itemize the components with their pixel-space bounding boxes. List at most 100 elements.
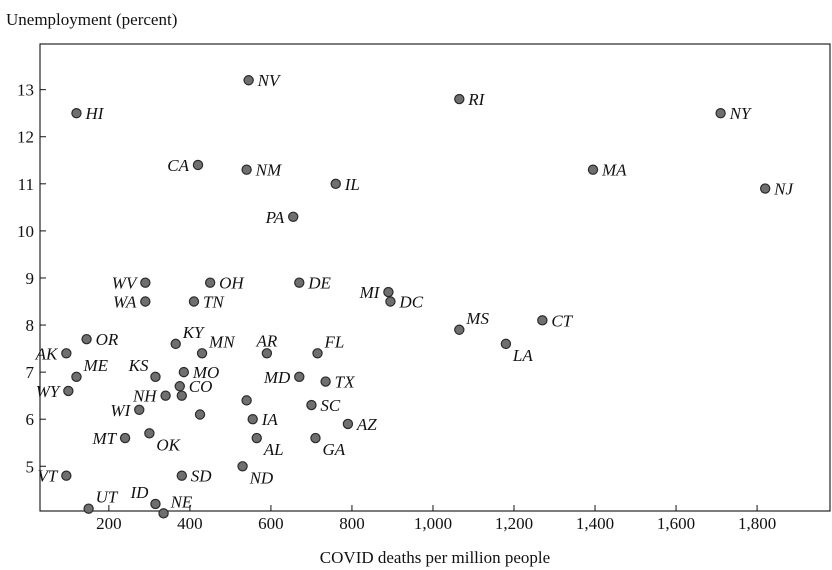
point-label: AL [263, 440, 284, 459]
data-point [170, 338, 181, 350]
data-point [61, 470, 72, 481]
point-label: IA [261, 410, 279, 429]
data-point [241, 395, 252, 406]
point-label: OK [156, 435, 181, 454]
data-point [144, 428, 155, 439]
x-tick-label: 1,200 [495, 514, 533, 533]
data-point [140, 296, 151, 307]
point-label: NY [729, 104, 752, 123]
data-point [288, 211, 299, 222]
point-label: AK [35, 344, 59, 363]
point-label: LA [512, 346, 533, 365]
y-tick-label: 10 [17, 222, 34, 241]
y-tick-label: 9 [26, 269, 35, 288]
y-tick-label: 5 [26, 457, 35, 476]
data-point [150, 371, 161, 383]
data-point [261, 348, 273, 359]
data-point [188, 296, 200, 307]
point-label: MA [601, 161, 627, 180]
point-label: CO [189, 377, 213, 396]
point-label: MI [359, 283, 381, 302]
x-tick-label: 1,000 [414, 514, 452, 533]
point-label: KY [182, 323, 205, 342]
data-point [320, 376, 331, 387]
point-label: DC [398, 293, 423, 312]
data-point [310, 432, 321, 444]
point-label: NE [170, 492, 193, 511]
data-point [330, 178, 341, 190]
point-label: AR [255, 331, 277, 350]
data-point [176, 390, 187, 401]
data-point [196, 348, 208, 359]
data-point [537, 315, 548, 326]
data-point [158, 508, 169, 519]
data-point [243, 75, 254, 86]
y-tick-label: 12 [17, 128, 34, 147]
point-label: CA [167, 156, 189, 175]
point-label: DE [307, 274, 331, 293]
point-label: PA [265, 208, 285, 227]
data-point [174, 381, 185, 392]
data-point [294, 277, 305, 288]
y-tick-label: 8 [26, 316, 35, 335]
data-point [63, 385, 74, 397]
point-label: HI [84, 104, 104, 123]
point-label: VT [37, 467, 58, 486]
point-label: NH [132, 387, 158, 406]
point-label: WY [36, 382, 61, 401]
data-point [500, 338, 512, 350]
x-tick-label: 800 [339, 514, 365, 533]
data-point [160, 390, 171, 401]
data-point [454, 324, 465, 335]
point-label: OH [219, 274, 245, 293]
y-tick-label: 6 [26, 410, 35, 429]
x-tick-label: 1,400 [576, 514, 614, 533]
point-label: ME [82, 356, 108, 375]
data-point [715, 108, 726, 119]
point-label: UT [96, 488, 119, 507]
y-tick-label: 7 [26, 363, 35, 382]
data-point [71, 108, 82, 119]
x-tick-label: 1,800 [738, 514, 776, 533]
data-point [306, 399, 317, 411]
data-point [241, 164, 252, 175]
data-point [251, 432, 262, 444]
x-tick-label: 1,600 [657, 514, 695, 533]
data-point [71, 371, 82, 383]
data-point [454, 93, 465, 105]
data-point [178, 366, 190, 378]
point-label: OR [96, 330, 119, 349]
point-label: KS [128, 356, 149, 375]
point-label: SD [191, 467, 213, 486]
data-point [385, 296, 396, 307]
point-label: FL [324, 332, 345, 351]
y-tick-label: 11 [18, 175, 34, 194]
x-tick-label: 400 [177, 514, 203, 533]
point-label: WV [112, 274, 139, 293]
data-point [294, 371, 305, 383]
data-point [237, 461, 248, 472]
data-point [312, 348, 323, 359]
data-point [204, 277, 216, 288]
point-label: NM [255, 161, 282, 180]
point-label: TN [203, 293, 225, 312]
point-label: NJ [773, 180, 794, 199]
point-label: WA [113, 293, 137, 312]
data-point [83, 503, 94, 514]
x-tick-label: 600 [258, 514, 284, 533]
data-point [383, 286, 394, 298]
axis-ticks: 200 400 600 800 1,000 1,200 1,400 1,600 1,800 5 6 7… [17, 81, 776, 533]
point-label: ND [249, 468, 274, 487]
point-label: ID [130, 483, 150, 502]
y-tick-label: 13 [17, 81, 34, 100]
data-point [61, 348, 72, 359]
data-point [192, 159, 204, 171]
data-points: NV RI HI NY CA NM MA IL NJ PA WV OH DE MI DC WA TN CT MS OR… [35, 71, 795, 519]
data-point [140, 277, 151, 288]
data-point [134, 404, 145, 415]
data-point [119, 432, 131, 444]
point-label: MT [91, 429, 117, 448]
point-label: GA [322, 440, 345, 459]
data-point [150, 498, 161, 510]
